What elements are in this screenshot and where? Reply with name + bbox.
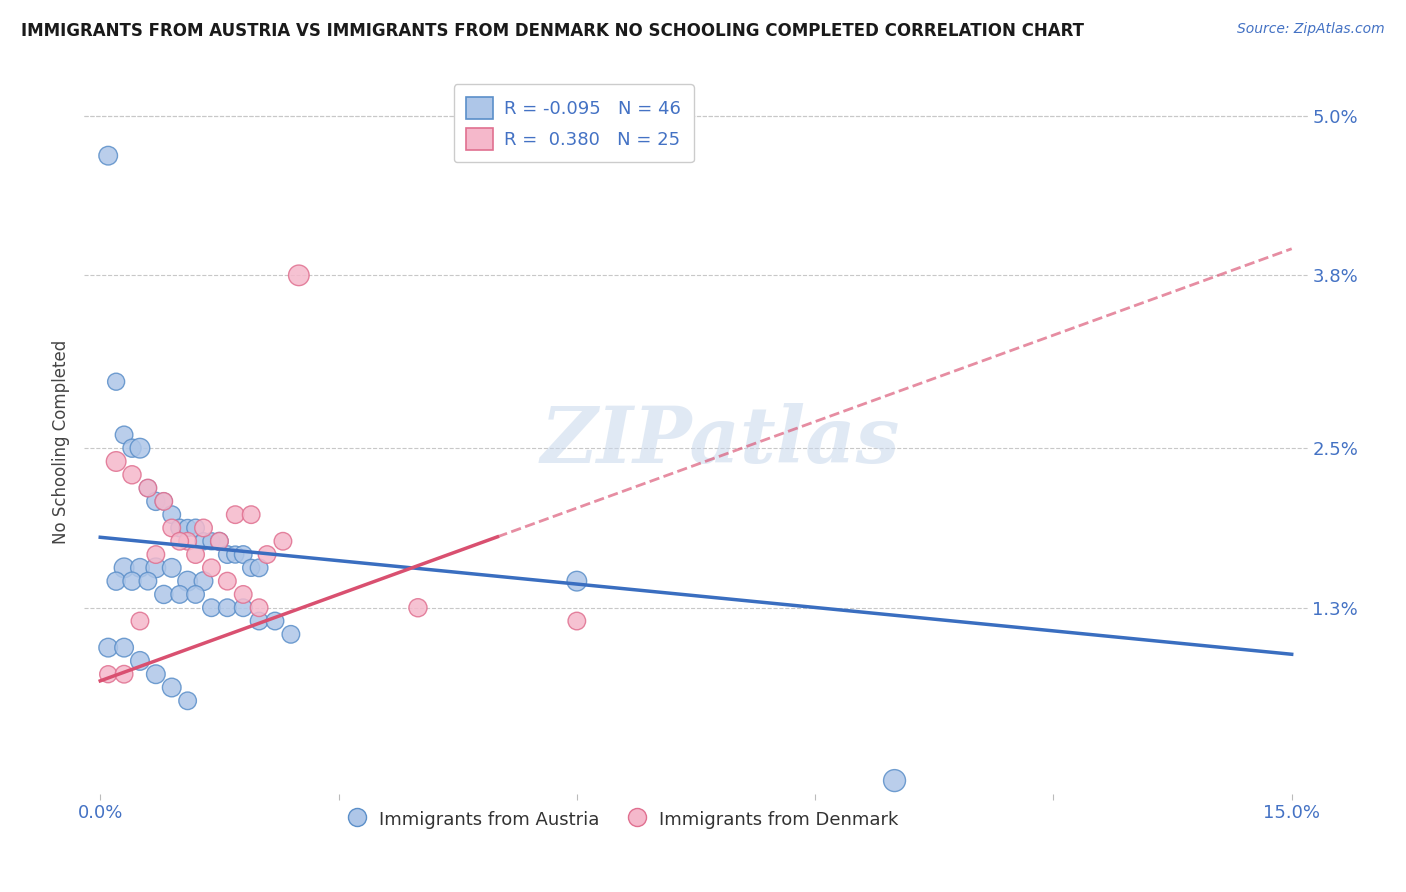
Point [264,614,287,628]
Point [152,587,174,601]
Point [169,534,191,549]
Point [129,441,152,455]
Point [160,508,183,522]
Point [136,481,159,495]
Point [97,640,120,655]
Point [184,521,207,535]
Point [208,534,231,549]
Point [145,494,167,508]
Point [145,561,167,575]
Point [145,548,167,562]
Point [193,574,215,589]
Point [129,614,152,628]
Point [271,534,294,549]
Point [256,548,278,562]
Point [247,614,270,628]
Point [152,494,174,508]
Point [105,574,128,589]
Point [121,441,143,455]
Point [208,534,231,549]
Point [169,521,191,535]
Point [224,508,246,522]
Point [288,268,311,283]
Point [232,587,254,601]
Point [121,467,143,482]
Point [112,667,135,681]
Point [565,614,588,628]
Point [247,561,270,575]
Point [200,600,222,615]
Point [200,534,222,549]
Point [240,561,263,575]
Point [232,600,254,615]
Point [200,561,222,575]
Point [152,494,174,508]
Point [105,375,128,389]
Point [129,561,152,575]
Point [565,574,588,589]
Y-axis label: No Schooling Completed: No Schooling Completed [52,340,70,543]
Point [240,508,263,522]
Point [247,600,270,615]
Point [145,667,167,681]
Point [105,454,128,468]
Point [176,534,198,549]
Point [280,627,302,641]
Point [136,574,159,589]
Point [883,773,905,788]
Point [217,548,239,562]
Legend: Immigrants from Austria, Immigrants from Denmark: Immigrants from Austria, Immigrants from… [339,801,905,838]
Point [160,561,183,575]
Point [176,521,198,535]
Point [160,681,183,695]
Point [176,694,198,708]
Point [217,574,239,589]
Point [406,600,429,615]
Point [217,600,239,615]
Point [176,574,198,589]
Point [169,587,191,601]
Point [193,534,215,549]
Point [224,548,246,562]
Point [184,548,207,562]
Text: ZIPatlas: ZIPatlas [541,403,900,480]
Point [160,521,183,535]
Point [184,587,207,601]
Text: IMMIGRANTS FROM AUSTRIA VS IMMIGRANTS FROM DENMARK NO SCHOOLING COMPLETED CORREL: IMMIGRANTS FROM AUSTRIA VS IMMIGRANTS FR… [21,22,1084,40]
Text: Source: ZipAtlas.com: Source: ZipAtlas.com [1237,22,1385,37]
Point [193,521,215,535]
Point [232,548,254,562]
Point [121,574,143,589]
Point [136,481,159,495]
Point [112,640,135,655]
Point [112,428,135,442]
Point [97,667,120,681]
Point [129,654,152,668]
Point [97,149,120,163]
Point [112,561,135,575]
